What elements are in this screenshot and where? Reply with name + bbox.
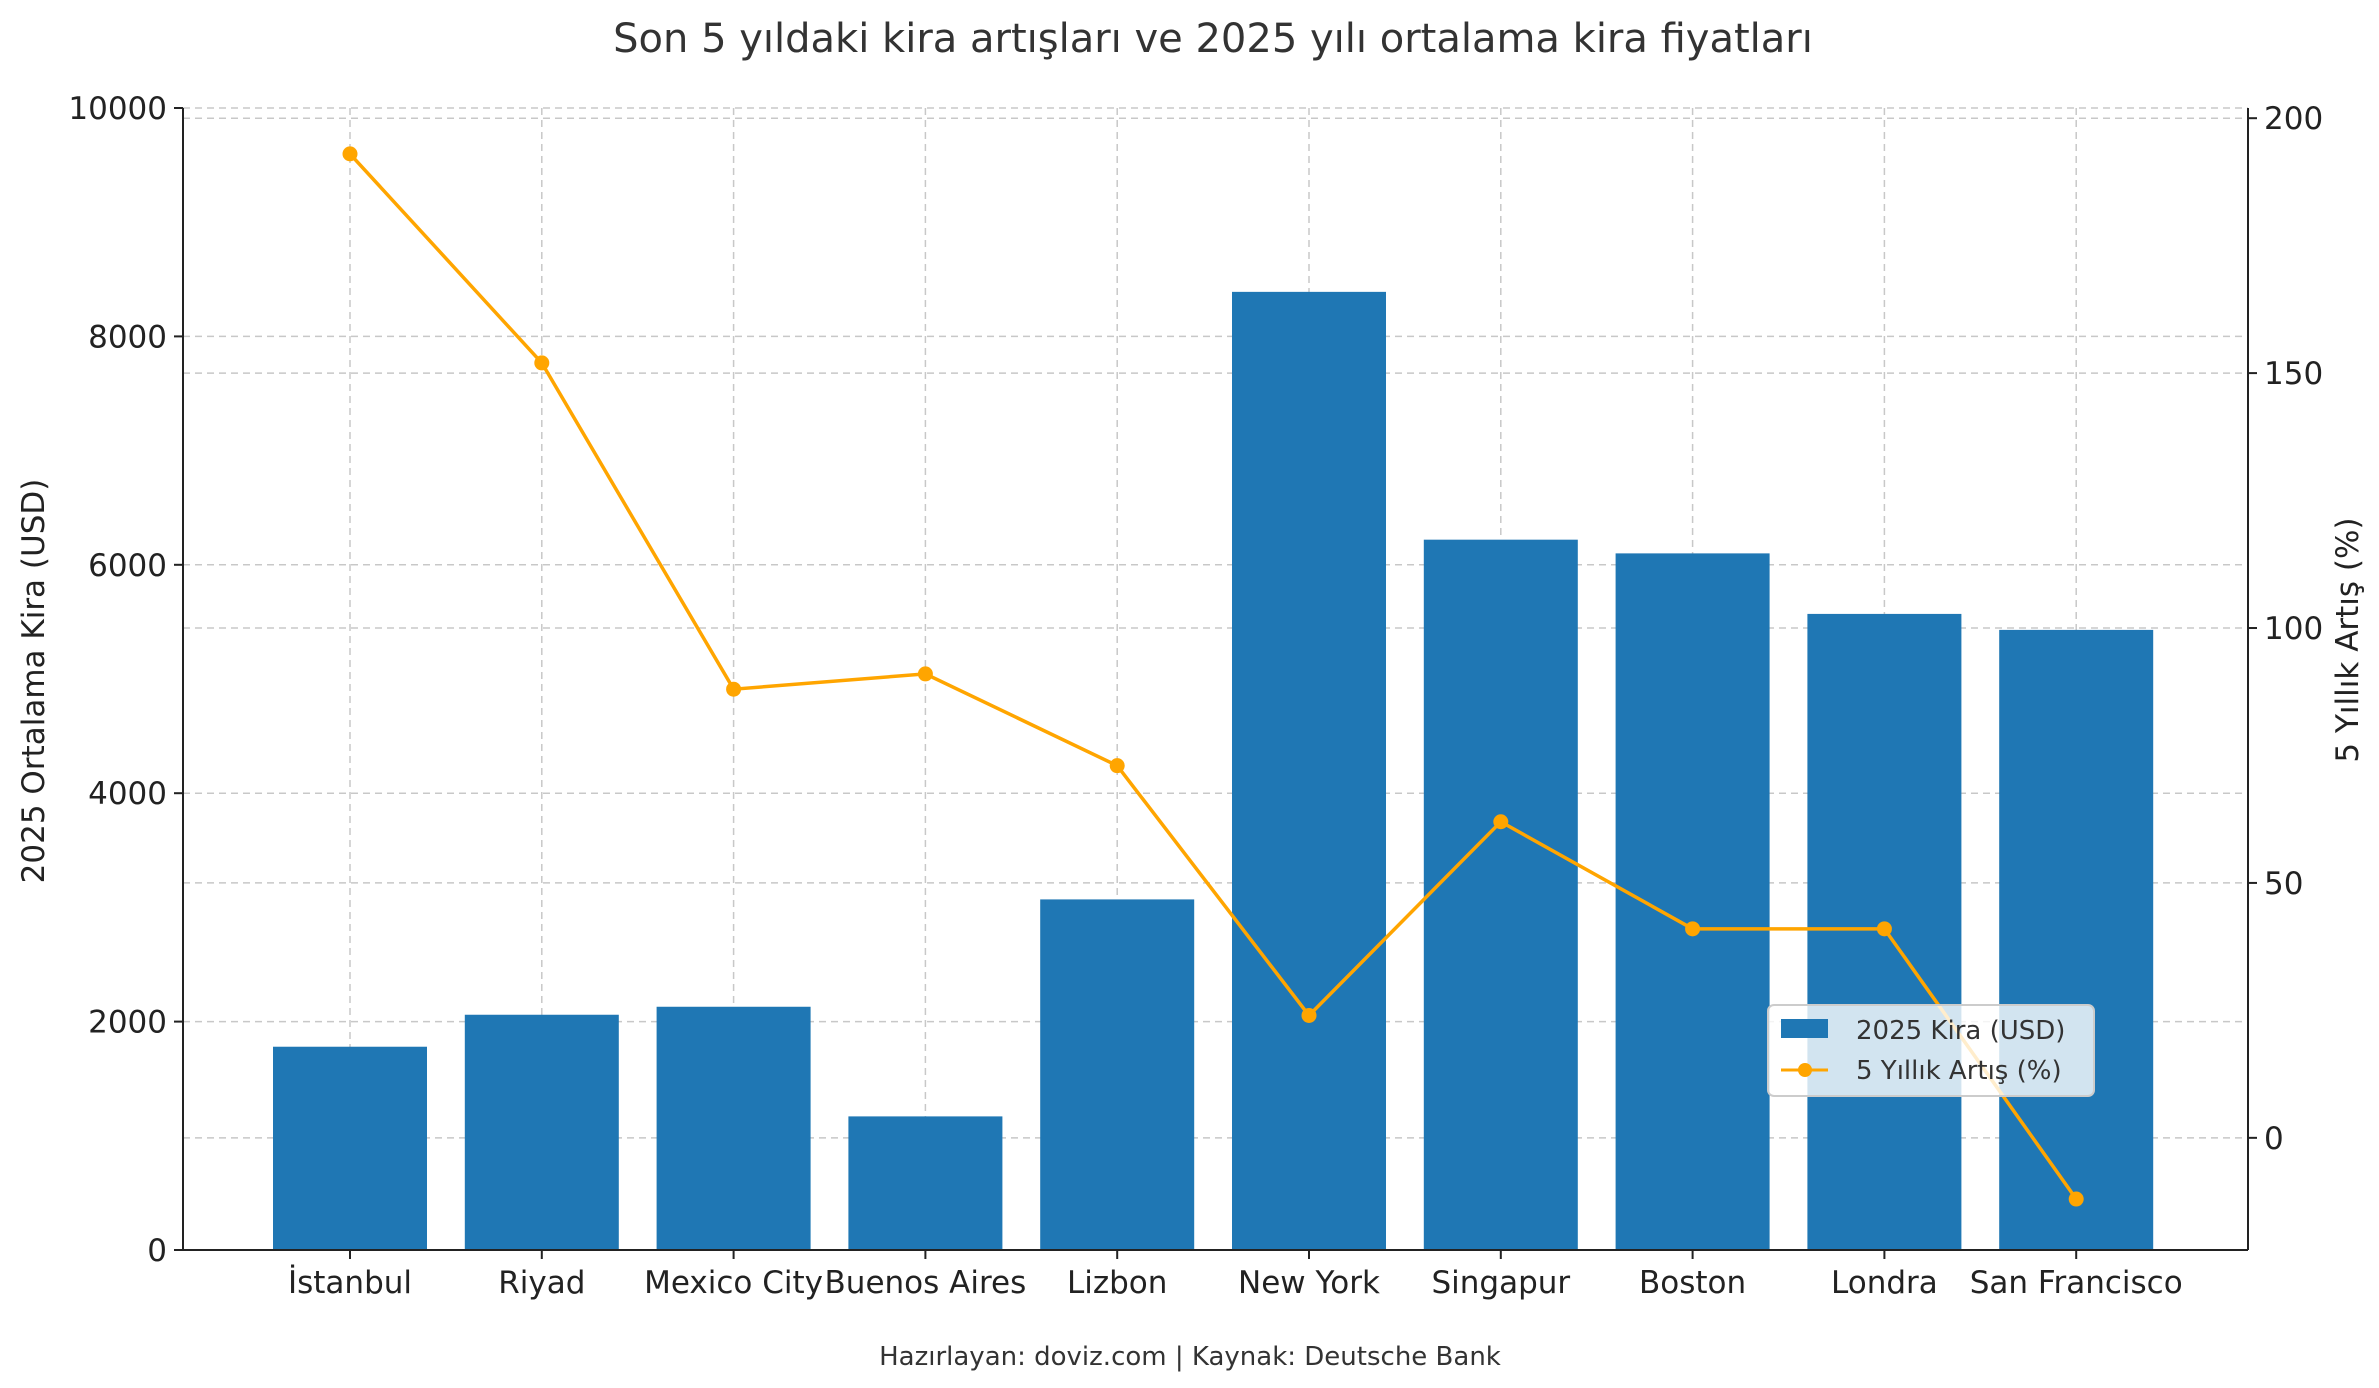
- x-tick-label: Buenos Aires: [825, 1265, 1027, 1301]
- right-tick-label: 150: [2264, 356, 2323, 392]
- line-point-10: [2068, 1191, 2084, 1207]
- bar-6: [1232, 291, 1386, 1250]
- right-axis-ticks: 0 50 100 150 200: [2248, 101, 2323, 1157]
- bar-2: [464, 1014, 619, 1250]
- left-tick-label: 10000: [68, 91, 167, 127]
- line-point-4: [917, 666, 933, 682]
- right-tick-label: 50: [2264, 866, 2303, 902]
- right-tick-label: 0: [2264, 1121, 2284, 1157]
- line-point-8: [1685, 921, 1701, 937]
- bar-5: [1040, 899, 1195, 1250]
- left-tick-label: 2000: [88, 1005, 167, 1041]
- x-axis-ticks: İstanbul Riyad Mexico City Buenos Aires Lizb…: [288, 1250, 2183, 1301]
- line-point-7: [1493, 814, 1509, 830]
- x-tick-label: Singapur: [1431, 1265, 1570, 1301]
- footnote: Hazırlayan: doviz.com | Kaynak: Deutsche…: [879, 1342, 1501, 1372]
- x-tick-label: İstanbul: [288, 1265, 412, 1301]
- legend: 2025 Kira (USD) 5 Yıllık Artış (%): [1767, 1004, 2095, 1097]
- line-series: [342, 146, 2084, 1207]
- bar-10: [1999, 629, 2154, 1250]
- bar-3: [656, 1006, 811, 1250]
- left-tick-label: 0: [147, 1233, 167, 1269]
- x-tick-label: Riyad: [498, 1265, 585, 1301]
- chart-title: Son 5 yıldaki kira artışları ve 2025 yıl…: [613, 16, 1813, 62]
- x-tick-label: Londra: [1831, 1265, 1938, 1301]
- left-axis-ticks: 0 2000 4000 6000 8000 10000: [68, 91, 183, 1269]
- bar-1: [273, 1046, 427, 1250]
- x-tick-label: San Francisco: [1970, 1265, 2183, 1301]
- x-tick-label: Boston: [1639, 1265, 1746, 1301]
- line-point-1: [342, 146, 358, 162]
- right-tick-label: 100: [2264, 611, 2323, 647]
- y2-axis-label: 5 Yıllık Artış (%): [2330, 517, 2366, 762]
- left-tick-label: 8000: [88, 319, 167, 355]
- x-tick-label: Lizbon: [1067, 1265, 1167, 1301]
- x-tick-label: Mexico City: [644, 1265, 823, 1301]
- bar-series: [273, 291, 2154, 1250]
- axes-frame: [182, 108, 2249, 1251]
- line-point-9: [1876, 921, 1892, 937]
- bar-8: [1615, 553, 1770, 1250]
- right-tick-label: 200: [2264, 101, 2323, 137]
- legend-line-label: 5 Yıllık Artış (%): [1856, 1056, 2062, 1086]
- left-tick-label: 4000: [88, 776, 167, 812]
- left-tick-label: 6000: [88, 548, 167, 584]
- legend-line-marker: [1798, 1063, 1812, 1077]
- bar-4: [848, 1116, 1003, 1250]
- line-point-2: [534, 355, 550, 371]
- legend-box: [1767, 1004, 2095, 1097]
- line-point-3: [726, 681, 742, 697]
- x-tick-label: New York: [1238, 1265, 1380, 1301]
- legend-bar-swatch: [1781, 1019, 1828, 1038]
- bar-7: [1423, 539, 1578, 1250]
- line-point-6: [1301, 1007, 1317, 1023]
- legend-bar-label: 2025 Kira (USD): [1856, 1016, 2065, 1046]
- line-path: [348, 152, 2078, 1201]
- y-axis-label: 2025 Ortalama Kira (USD): [16, 479, 52, 884]
- line-point-5: [1109, 758, 1125, 774]
